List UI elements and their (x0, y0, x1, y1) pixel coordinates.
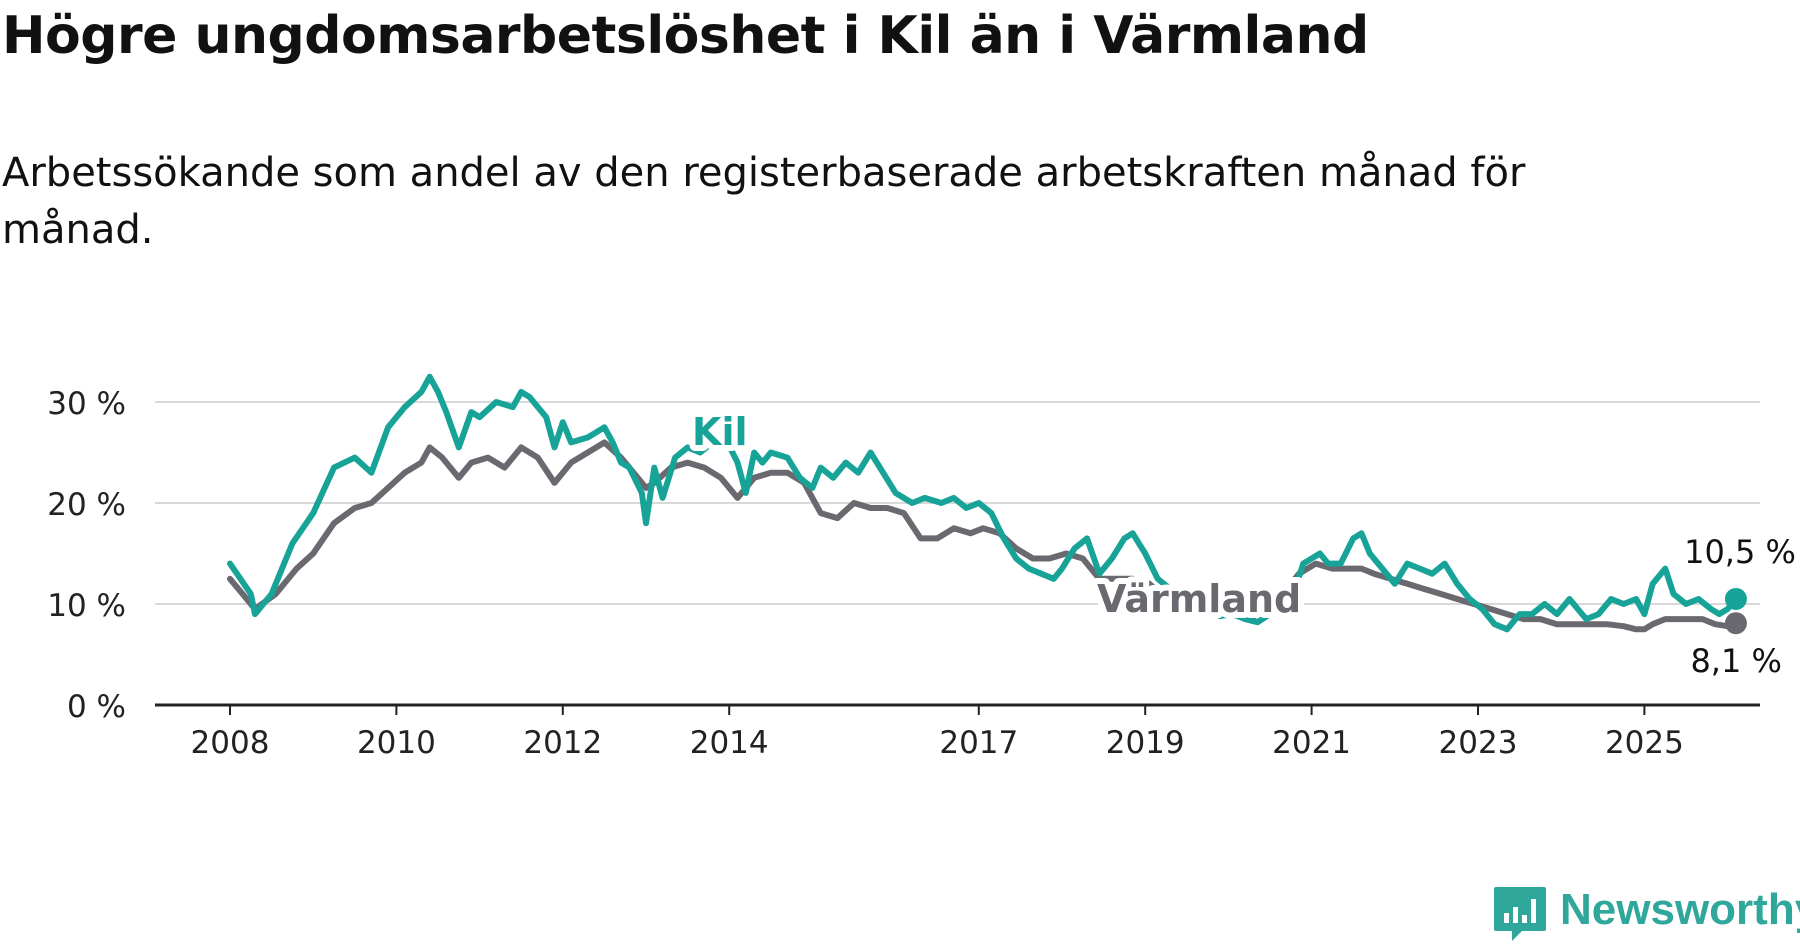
x-tick-label: 2008 (191, 725, 270, 761)
brand-name: Newsworthy (1560, 885, 1800, 934)
x-tick-label: 2019 (1106, 725, 1185, 761)
chart-subtitle: Arbetssökande som andel av den registerb… (2, 150, 1526, 253)
x-tick-label: 2023 (1439, 725, 1518, 761)
x-tick-label: 2010 (357, 725, 436, 761)
y-tick-label: 20 % (47, 487, 126, 523)
series-label-kil-halo: Kil (692, 410, 748, 454)
axes: 0 % 10 % 20 % 30 % 2008 2010 2012 2014 2017 2019 2… (47, 386, 1760, 761)
series-line-kil (227, 373, 1739, 633)
y-tick-label: 10 % (47, 588, 126, 624)
newsworthy-logo-icon (1494, 887, 1546, 941)
x-tick-label: 2012 (523, 725, 602, 761)
y-tick-label: 0 % (67, 689, 126, 725)
end-label-kil: 10,5 % (1684, 533, 1796, 571)
x-tick-label: 2017 (939, 725, 1018, 761)
series-label-varmland: Värmland (1097, 577, 1301, 621)
series-label-varmland-halo: Värmland (1097, 577, 1301, 621)
newsworthy-logo: Newsworthy (1492, 885, 1800, 943)
chart-title: Högre ungdomsarbetslöshet i Kil än i Vär… (2, 6, 1369, 66)
x-tick-label: 2025 (1605, 725, 1684, 761)
series-label-kil: Kil (692, 410, 748, 454)
series-line-varmland (227, 439, 1739, 633)
end-marker-varmland (1724, 612, 1747, 635)
end-label-varmland: 8,1 % (1690, 642, 1781, 680)
x-tick-label: 2014 (690, 725, 769, 761)
x-tick-label: 2021 (1272, 725, 1351, 761)
y-tick-label: 30 % (47, 386, 126, 422)
series-lines (227, 373, 1747, 635)
end-marker-kil (1724, 587, 1747, 610)
